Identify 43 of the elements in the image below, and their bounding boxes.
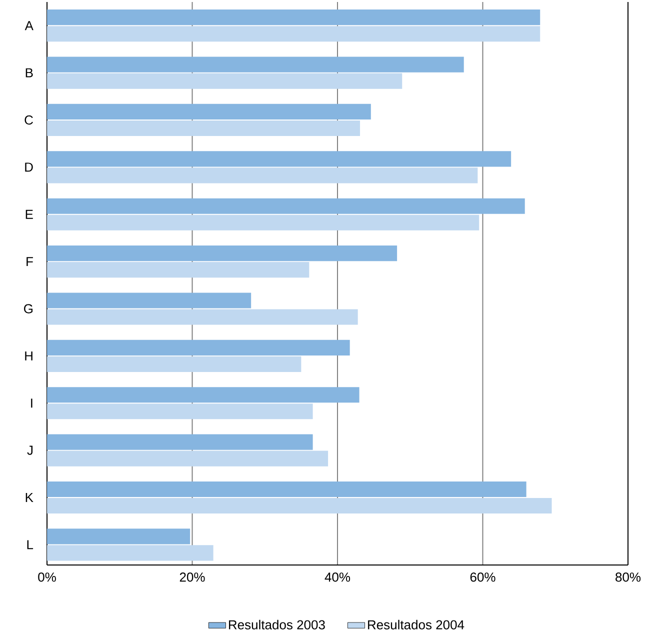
y-tick-label: F bbox=[26, 257, 33, 266]
bar bbox=[47, 246, 398, 262]
bar bbox=[47, 309, 358, 325]
bar bbox=[47, 120, 360, 136]
x-tick-label: 80% bbox=[616, 572, 641, 582]
y-tick-label: L bbox=[27, 540, 34, 550]
y-tick-label: H bbox=[25, 351, 32, 360]
x-tick-label: 40% bbox=[324, 572, 350, 582]
y-tick-label: G bbox=[24, 304, 33, 314]
y-tick-label: B bbox=[26, 68, 33, 78]
x-tick-label: 20% bbox=[180, 572, 205, 582]
bar bbox=[47, 26, 540, 42]
bar bbox=[47, 450, 328, 466]
bar bbox=[47, 481, 526, 498]
bar bbox=[47, 10, 540, 26]
bar bbox=[47, 545, 214, 561]
x-tick-label: 60% bbox=[470, 572, 496, 582]
y-tick-label: K bbox=[26, 493, 34, 502]
bar bbox=[47, 404, 313, 420]
bar bbox=[47, 73, 402, 89]
bar bbox=[47, 198, 525, 214]
legend-label: Resultados 2003 bbox=[228, 620, 325, 630]
bar bbox=[47, 387, 360, 403]
bar bbox=[47, 214, 480, 230]
bar bbox=[47, 528, 190, 544]
y-tick-label: A bbox=[24, 21, 34, 30]
bar bbox=[47, 151, 512, 167]
bar bbox=[47, 262, 310, 278]
legend-label: Resultados 2004 bbox=[368, 620, 464, 630]
bar bbox=[47, 434, 313, 450]
bar bbox=[47, 168, 478, 184]
y-tick-label: I bbox=[31, 398, 32, 408]
y-tick-label: C bbox=[24, 115, 33, 125]
bar bbox=[47, 104, 371, 120]
bar bbox=[47, 498, 552, 514]
y-tick-label: J bbox=[27, 446, 33, 455]
bar bbox=[47, 340, 350, 356]
y-tick-label: E bbox=[26, 210, 33, 219]
bar bbox=[47, 356, 302, 372]
x-tick-label: 0% bbox=[38, 572, 56, 582]
bar bbox=[47, 56, 464, 72]
y-tick-label: D bbox=[25, 162, 33, 172]
bar bbox=[47, 292, 252, 308]
